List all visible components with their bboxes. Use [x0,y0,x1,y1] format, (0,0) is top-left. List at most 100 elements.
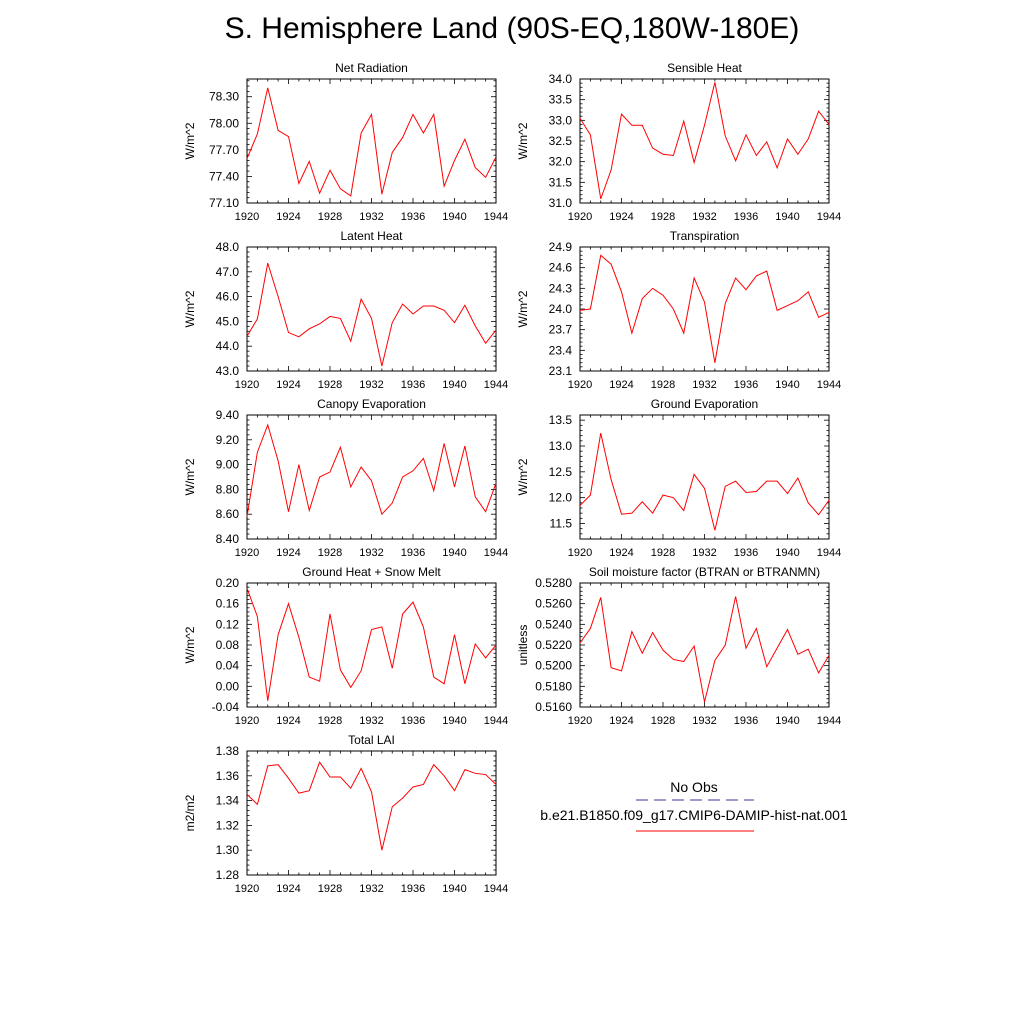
y-tick-label: 0.5200 [535,659,572,673]
y-tick-label: 46.0 [216,290,240,304]
chart-panel: Ground Heat + Snow Melt W/m^2 1920 1924 1928… [183,565,508,727]
x-tick-label: 1924 [276,211,300,223]
x-tick-label: 1944 [484,211,508,223]
legend-model-label: b.e21.B1850.f09_g17.CMIP6-DAMIP-hist-nat… [540,807,848,823]
chart-title: Canopy Evaporation [317,397,426,411]
y-tick-label: 13.5 [549,413,573,427]
x-tick-label: 1924 [276,379,300,391]
x-tick-label: 1924 [609,211,633,223]
y-tick-label: 47.0 [216,265,240,279]
x-tick-label: 1928 [651,547,675,559]
x-tick-label: 1924 [276,883,300,895]
x-tick-label: 1920 [235,715,259,727]
x-tick-label: 1932 [692,211,716,223]
y-tick-label: 23.1 [549,364,573,378]
y-tick-label: 11.5 [550,517,573,531]
y-tick-label: 1.32 [216,818,240,832]
x-tick-label: 1932 [692,547,716,559]
series-line [579,596,830,702]
x-tick-label: 1936 [401,547,425,559]
chart-title: Ground Evaporation [651,397,758,411]
x-tick-label: 1940 [442,883,466,895]
y-axis-label: W/m^2 [183,626,197,663]
x-tick-label: 1944 [817,379,841,391]
chart-panel: Sensible Heat W/m^2 1920 1924 1928 1932 1936 19… [516,61,841,223]
x-tick-label: 1940 [442,211,466,223]
x-tick-label: 1940 [442,379,466,391]
y-tick-label: 24.9 [549,240,573,254]
y-tick-label: 0.08 [216,638,240,652]
x-tick-label: 1944 [484,547,508,559]
chart-panel: Net Radiation W/m^2 1920 1924 1928 1932 1936 19… [183,61,508,223]
x-tick-label: 1928 [318,883,342,895]
series-line [246,761,497,851]
y-tick-label: 12.0 [549,491,573,505]
y-tick-label: 9.20 [216,433,240,447]
y-tick-label: 0.5180 [535,679,572,693]
chart-title: Total LAI [348,733,395,747]
y-tick-label: 1.30 [216,843,240,857]
y-axis-label: m2/m2 [183,794,197,831]
y-axis-label: W/m^2 [183,290,197,327]
x-tick-label: 1936 [401,883,425,895]
y-tick-label: 45.0 [216,314,240,328]
chart-title: Ground Heat + Snow Melt [302,565,441,579]
x-tick-label: 1944 [484,715,508,727]
y-tick-label: 0.20 [216,576,240,590]
x-tick-label: 1920 [568,211,592,223]
series-line [579,432,830,531]
y-tick-label: 23.4 [549,343,573,357]
x-tick-label: 1932 [359,715,383,727]
y-tick-label: 1.28 [216,868,240,882]
chart-title: Net Radiation [335,61,408,75]
y-tick-label: 9.40 [216,408,240,422]
chart-title: Soil moisture factor (BTRAN or BTRANMN) [589,565,820,579]
series-line [579,82,830,200]
y-tick-label: -0.04 [212,700,240,714]
y-tick-label: 0.16 [216,597,240,611]
x-tick-label: 1932 [359,547,383,559]
x-tick-label: 1924 [609,715,633,727]
chart-title: Latent Heat [340,229,403,243]
y-tick-label: 32.0 [549,155,573,169]
x-tick-label: 1928 [651,211,675,223]
x-tick-label: 1936 [401,211,425,223]
x-tick-label: 1944 [817,715,841,727]
x-tick-label: 1936 [734,211,758,223]
y-tick-label: 77.70 [209,143,239,157]
page-title: S. Hemisphere Land (90S-EQ,180W-180E) [224,12,800,45]
y-axis-label: W/m^2 [516,458,530,495]
y-tick-label: 8.40 [216,532,240,546]
y-tick-label: 8.80 [216,482,240,496]
y-tick-label: 78.00 [209,116,239,130]
x-tick-label: 1932 [359,883,383,895]
x-tick-label: 1932 [359,379,383,391]
x-tick-label: 1920 [568,547,592,559]
x-tick-label: 1924 [609,379,633,391]
y-tick-label: 32.5 [549,134,573,148]
x-tick-label: 1920 [568,715,592,727]
y-tick-label: 44.0 [216,339,240,353]
y-tick-label: 31.0 [549,196,573,210]
x-tick-label: 1928 [651,379,675,391]
y-axis-label: unitless [516,625,530,666]
series-line [246,587,497,701]
y-tick-label: 9.00 [216,458,240,472]
y-tick-label: 1.36 [216,769,240,783]
x-tick-label: 1936 [734,379,758,391]
series-line [246,262,497,367]
x-tick-label: 1936 [401,715,425,727]
x-tick-label: 1944 [817,211,841,223]
y-tick-label: 0.5160 [535,700,572,714]
y-tick-label: 0.5260 [535,597,572,611]
y-tick-label: 77.10 [209,196,239,210]
y-tick-label: 0.5240 [535,617,572,631]
chart-panel: Latent Heat W/m^2 1920 1924 1928 1932 1936 1940… [183,229,508,391]
x-tick-label: 1940 [775,715,799,727]
x-tick-label: 1940 [775,379,799,391]
y-axis-label: W/m^2 [516,122,530,159]
x-tick-label: 1924 [609,547,633,559]
series-line [246,87,497,197]
